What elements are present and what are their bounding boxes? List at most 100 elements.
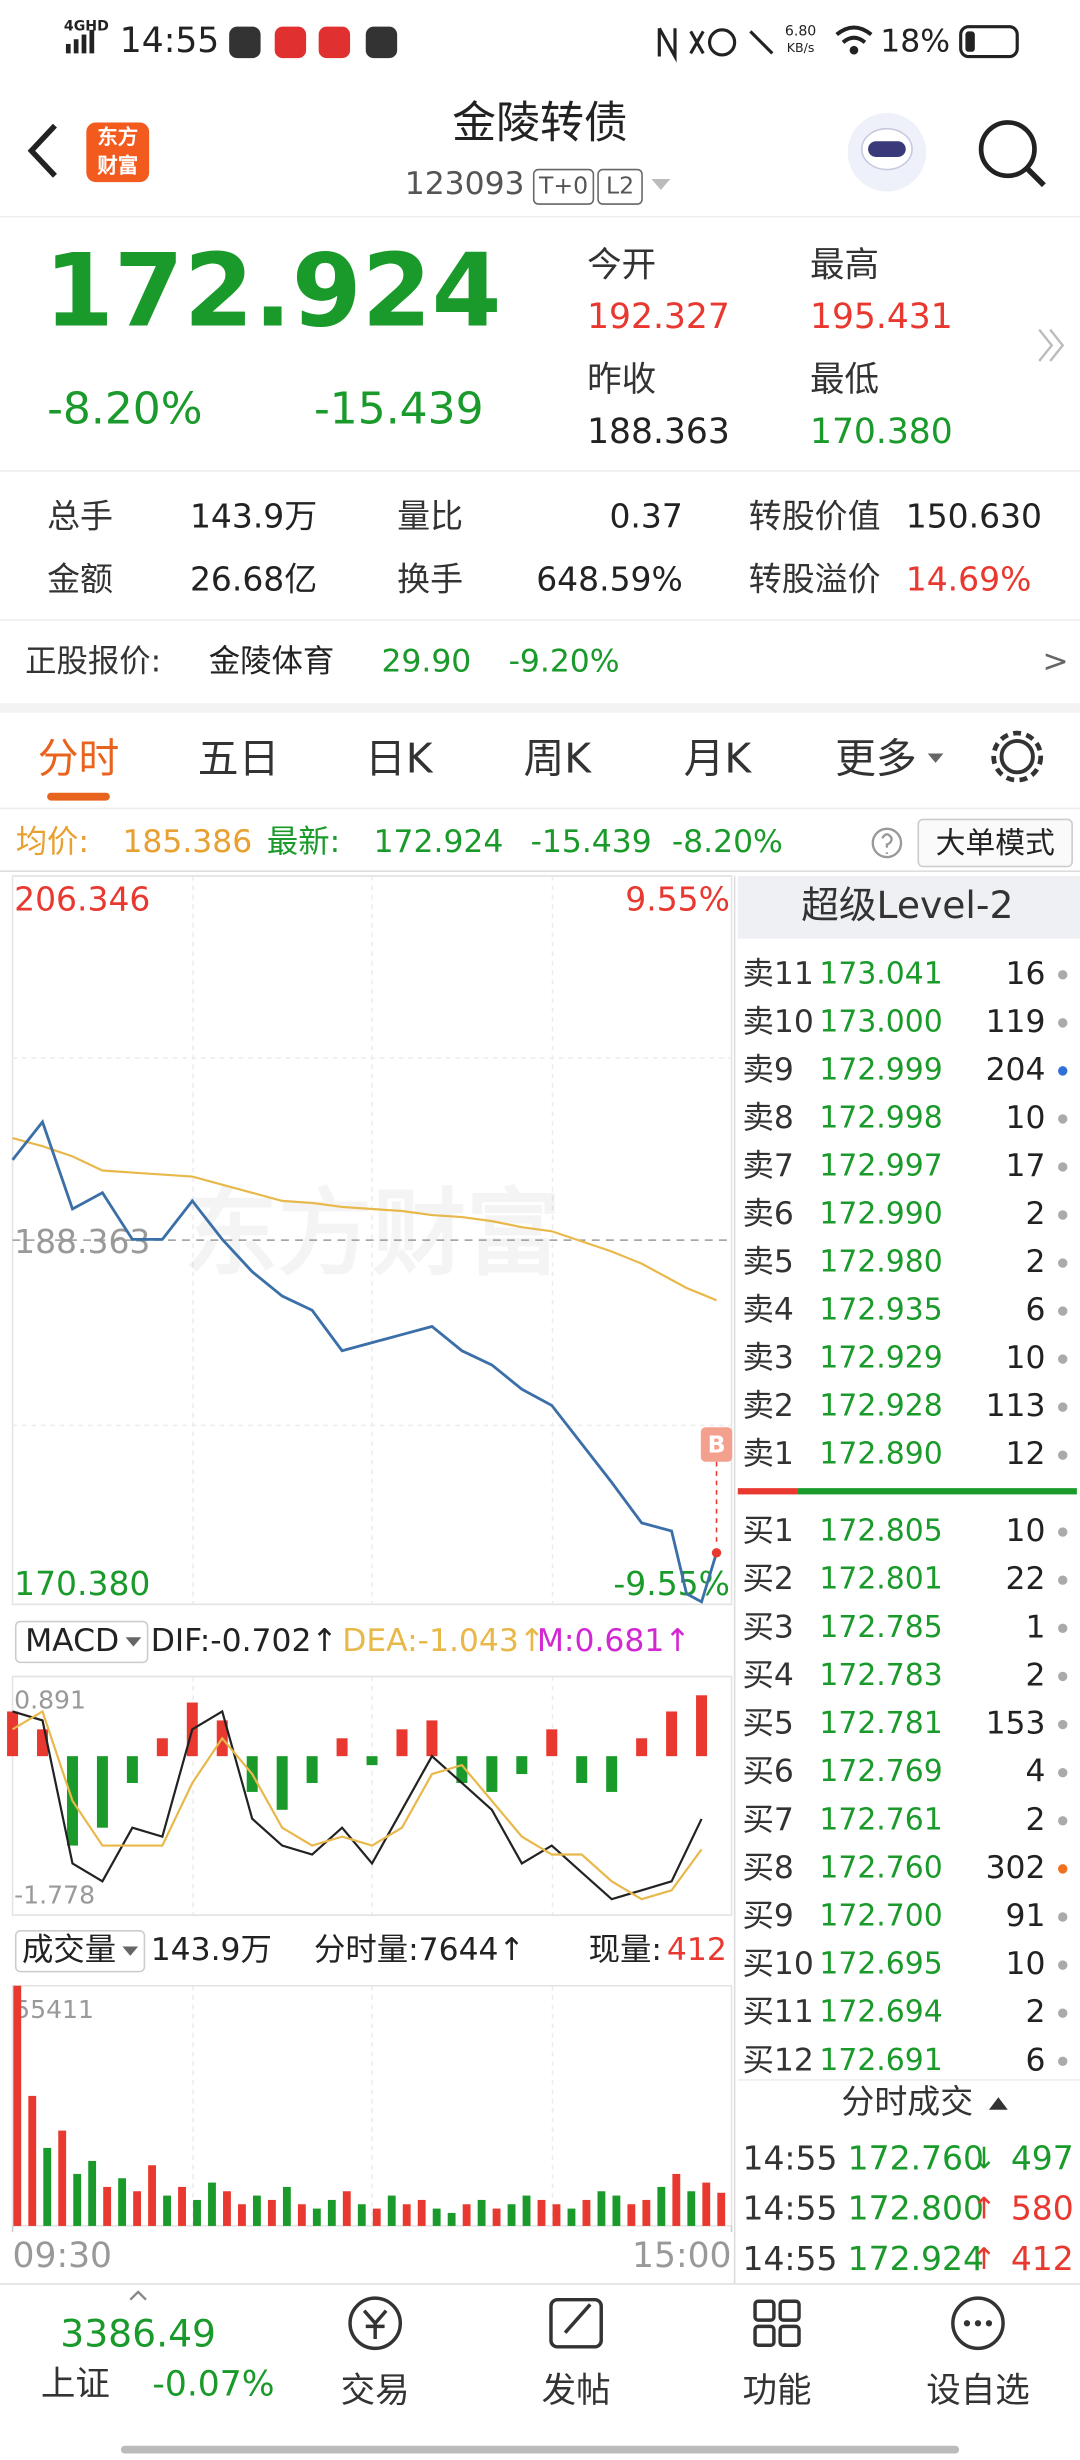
nav-item[interactable]: 发帖 (542, 2371, 611, 2411)
net-speed: 6.80 (785, 23, 816, 39)
bid-volume: 22 (1006, 1561, 1046, 1597)
volume-total: 143.9万 (151, 1932, 272, 1968)
stock-name[interactable]: 金陵体育 (209, 643, 334, 679)
trade-time: 14:55 (742, 2189, 837, 2228)
badge: L2 (606, 171, 634, 199)
help-glyph (881, 833, 893, 854)
signal-icon (65, 29, 95, 54)
nav-item[interactable]: 设自选 (926, 2371, 1030, 2411)
macd-bar (426, 1720, 438, 1757)
badge-box (597, 168, 643, 205)
help-icon[interactable] (871, 827, 903, 859)
trade-price: 172.924 (848, 2239, 984, 2278)
ask-label: 卖8 (742, 1100, 793, 1136)
stat-label: 换手 (397, 559, 463, 598)
stat-label: 量比 (397, 497, 463, 536)
ask-label: 卖4 (742, 1292, 793, 1328)
macd-bar (96, 1756, 108, 1828)
ask-dot (1058, 1450, 1068, 1460)
change-pct: -8.20% (47, 383, 202, 434)
bid-price: 172.785 (819, 1610, 942, 1645)
selector-arrow (122, 1946, 139, 1956)
logo[interactable] (86, 122, 150, 183)
macd-bar (546, 1729, 558, 1757)
indicator-name: MACD (25, 1623, 119, 1659)
tab[interactable]: 月K (684, 734, 753, 782)
nav-dots (963, 2320, 993, 2327)
x-tick-label: 15:00 (632, 2236, 731, 2276)
volume-selector[interactable] (14, 1930, 146, 1973)
index-change: -0.07% (152, 2365, 274, 2405)
summary-change: -15.439 (531, 824, 652, 860)
ask-label: 卖6 (742, 1196, 793, 1232)
settings-gear (991, 730, 1044, 783)
trade-arrow: ↓ (972, 2141, 997, 2176)
tab[interactable]: 五日 (198, 734, 280, 782)
index-expand[interactable] (129, 2290, 147, 2301)
more-arrow (927, 753, 944, 763)
trades-title[interactable]: 分时成交 (841, 2082, 973, 2121)
collapse-arrow[interactable] (988, 2097, 1008, 2110)
volume-bar (73, 2173, 82, 2226)
back-button[interactable] (27, 123, 57, 178)
mode-label[interactable]: 大单模式 (936, 826, 1055, 861)
macd-bar (516, 1756, 528, 1775)
expand-icon[interactable] (1038, 328, 1065, 362)
bid-label: 买2 (742, 1561, 793, 1597)
volume-bar (178, 2186, 186, 2226)
avatar-visor (868, 141, 906, 157)
bid-dot (1058, 1864, 1068, 1874)
macd-line (11, 1709, 703, 1901)
time-grid (12, 875, 732, 2226)
nav-item[interactable]: 功能 (743, 2371, 812, 2411)
bid-price: 172.801 (819, 1562, 942, 1597)
bid-volume: 1 (1025, 1609, 1045, 1645)
volume-bar (432, 2208, 441, 2226)
volume-bar (13, 1985, 22, 2226)
trade-volume: 412 (1011, 2239, 1074, 2278)
bid-dot (1058, 1960, 1068, 1970)
volume-bar (657, 2186, 666, 2226)
bid-price: 172.781 (819, 1706, 942, 1741)
avg-value: 185.386 (122, 824, 252, 860)
indicator-selector[interactable] (14, 1620, 149, 1664)
bid-price: 172.760 (819, 1850, 942, 1885)
tab[interactable]: 更多 (835, 734, 917, 782)
search-button[interactable] (978, 120, 1037, 179)
bid-volume: 153 (986, 1706, 1046, 1742)
ask-volume: 2 (1025, 1244, 1045, 1280)
ask-price: 172.997 (819, 1148, 942, 1183)
ask-volume: 10 (1006, 1340, 1046, 1376)
trade-time: 14:55 (742, 2239, 837, 2278)
mode-button[interactable] (917, 818, 1073, 868)
ask-volume: 16 (1006, 956, 1046, 992)
macd-bar (636, 1738, 648, 1757)
volume-bar (552, 2204, 561, 2226)
dropdown-icon[interactable] (651, 178, 671, 190)
battery-icon (959, 25, 1019, 59)
ask-price: 172.935 (819, 1293, 942, 1328)
tab[interactable]: 周K (523, 734, 592, 782)
stock-more[interactable]: > (1042, 643, 1068, 679)
volume-bar (567, 2208, 576, 2226)
volume-bar (702, 2182, 711, 2226)
ask-label: 卖1 (742, 1436, 793, 1472)
stat-label: 总手 (47, 497, 113, 536)
volume-bar (103, 2186, 112, 2226)
volume-bar (163, 2195, 171, 2226)
network-type: 4GHD (64, 19, 109, 35)
tab[interactable]: 分时 (38, 734, 120, 782)
bid-price: 172.783 (819, 1658, 942, 1693)
settings-button[interactable] (999, 738, 1035, 775)
last-value: 172.924 (374, 824, 504, 860)
nav-item[interactable]: 交易 (341, 2371, 410, 2411)
bid-volume: 10 (1006, 1946, 1046, 1982)
bid-volume: 302 (986, 1850, 1046, 1886)
quote-value: 188.363 (587, 412, 730, 452)
volume-bar (582, 2199, 591, 2226)
index-value[interactable]: 3386.49 (60, 2311, 216, 2355)
macd-bar (276, 1756, 288, 1810)
tab[interactable]: 日K (365, 734, 434, 782)
